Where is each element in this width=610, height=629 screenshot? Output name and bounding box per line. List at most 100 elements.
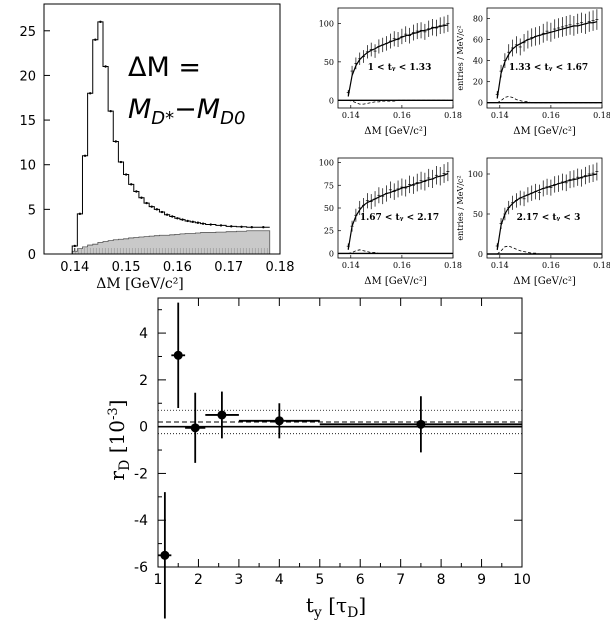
data-point [201, 222, 205, 225]
data-point [130, 183, 133, 186]
data-point [155, 208, 159, 211]
data-point [250, 226, 253, 229]
x-tick-label: 0.14 [342, 111, 360, 120]
data-point [173, 350, 183, 360]
y-tick-label: 20 [19, 69, 36, 84]
x-tick-label: 0.14 [491, 111, 509, 120]
x-tick-label: 0.18 [266, 260, 295, 275]
data-point [145, 201, 148, 205]
y-tick-label: 5 [28, 203, 36, 218]
x-tick-label: 0.16 [393, 261, 411, 270]
main-frame [43, 3, 281, 255]
data-point [230, 225, 233, 228]
y-tick-label: 50 [324, 58, 334, 67]
bin-x-axis-label: ΔM [GeV/c²] [364, 126, 427, 137]
y-tick-label: 0 [28, 248, 36, 263]
data-point [150, 205, 153, 208]
signal-curve [348, 99, 448, 105]
y-tick-label: 100 [319, 159, 334, 168]
y-tick-label: 75 [324, 181, 334, 190]
y-tick-label: 2 [139, 373, 148, 389]
x-tick-label: 0.18 [444, 261, 462, 270]
bin-range-label: 1 < tᵧ < 1.33 [368, 63, 432, 73]
data-point [186, 219, 189, 223]
bin-x-axis-label: ΔM [GeV/c²] [364, 276, 427, 287]
signal-histogram [71, 20, 270, 254]
x-tick-label: 0.14 [491, 261, 509, 270]
data-point [78, 212, 82, 216]
rd-frame [157, 297, 523, 568]
x-tick-label: 4 [275, 572, 284, 588]
x-tick-label: 0.16 [393, 111, 411, 120]
y-tick-label: 50 [324, 204, 334, 213]
x-tick-label: 0.18 [444, 111, 462, 120]
data-point [274, 416, 284, 426]
data-point [165, 213, 169, 216]
data-point [83, 154, 87, 157]
data-point [88, 92, 92, 95]
main-x-axis-label: ΔM [GeV/c²] [96, 276, 184, 292]
y-tick-label: 10 [19, 159, 36, 174]
y-tick-label: -4 [134, 513, 148, 529]
y-tick-label: 20 [473, 78, 483, 87]
bin-frame [337, 7, 454, 109]
x-tick-label: 0.14 [60, 260, 89, 275]
x-tick-label: 0.18 [593, 261, 610, 270]
signal-curve [497, 96, 597, 104]
y-tick-label: -2 [134, 466, 148, 482]
data-point [196, 221, 200, 224]
bin-y-axis-label: entries / MeV/c² [456, 25, 465, 90]
x-tick-label: 0.16 [542, 261, 560, 270]
y-tick-label: 60 [473, 36, 483, 45]
main-histogram-panel: 0.14 0.15 0.16 0.17 0.18 0 5 10 15 20 25 ΔM [GeV/c… [19, 3, 294, 292]
rd-y-axis-label: rD [10-3] [105, 400, 133, 481]
x-tick-label: 0.17 [214, 260, 243, 275]
data-point [171, 215, 174, 218]
y-tick-label: 80 [473, 15, 483, 24]
y-tick-label: -6 [134, 560, 148, 576]
data-point [124, 173, 128, 176]
y-tick-label: 100 [468, 170, 483, 179]
data-point [94, 38, 97, 41]
data-point [104, 65, 107, 68]
x-tick-label: 6 [356, 572, 365, 588]
y-tick-label: 40 [473, 57, 483, 66]
bin2-panel: 0.14 0.16 0.18 0 20 40 60 80 ΔM [GeV/c²] entries … [456, 7, 610, 137]
data-point [262, 226, 265, 229]
rd-x-axis-label: ty [τD] [306, 593, 366, 621]
bin-frame [486, 7, 603, 109]
data-point [219, 224, 223, 227]
y-tick-label: 25 [324, 227, 334, 236]
data-point [416, 419, 426, 429]
data-point [240, 225, 243, 228]
data-point [190, 423, 200, 433]
y-tick-label: 100 [319, 19, 334, 28]
data-point [209, 223, 212, 226]
x-tick-label: 0.14 [342, 261, 360, 270]
data-point [119, 160, 123, 164]
y-tick-label: 15 [19, 114, 36, 129]
bin-range-label: 2.17 < tᵧ < 3 [517, 213, 581, 223]
bin-x-axis-label: ΔM [GeV/c²] [513, 126, 576, 137]
y-tick-label: 25 [19, 25, 36, 40]
bin-x-axis-label: ΔM [GeV/c²] [513, 276, 576, 287]
data-point [191, 220, 194, 224]
background-shape [71, 230, 271, 255]
x-tick-label: 1 [154, 572, 163, 588]
y-tick-label: 0 [478, 250, 483, 259]
bin-y-axis-label: entries / MeV/c² [456, 175, 465, 240]
x-tick-label: 7 [396, 572, 405, 588]
y-tick-label: 0 [139, 420, 148, 436]
bin-frame [337, 157, 454, 259]
data-point [135, 190, 138, 193]
x-tick-label: 5 [315, 572, 324, 588]
bin-frame [486, 157, 603, 259]
main-tick-labels: 0.14 0.15 0.16 0.17 0.18 0 5 10 15 20 25 [19, 25, 294, 275]
data-point [99, 20, 102, 24]
data-point [181, 218, 184, 221]
y-tick-label: 0 [329, 96, 334, 105]
background-histogram [71, 230, 271, 255]
data-point [140, 196, 143, 199]
data-point [176, 217, 179, 220]
